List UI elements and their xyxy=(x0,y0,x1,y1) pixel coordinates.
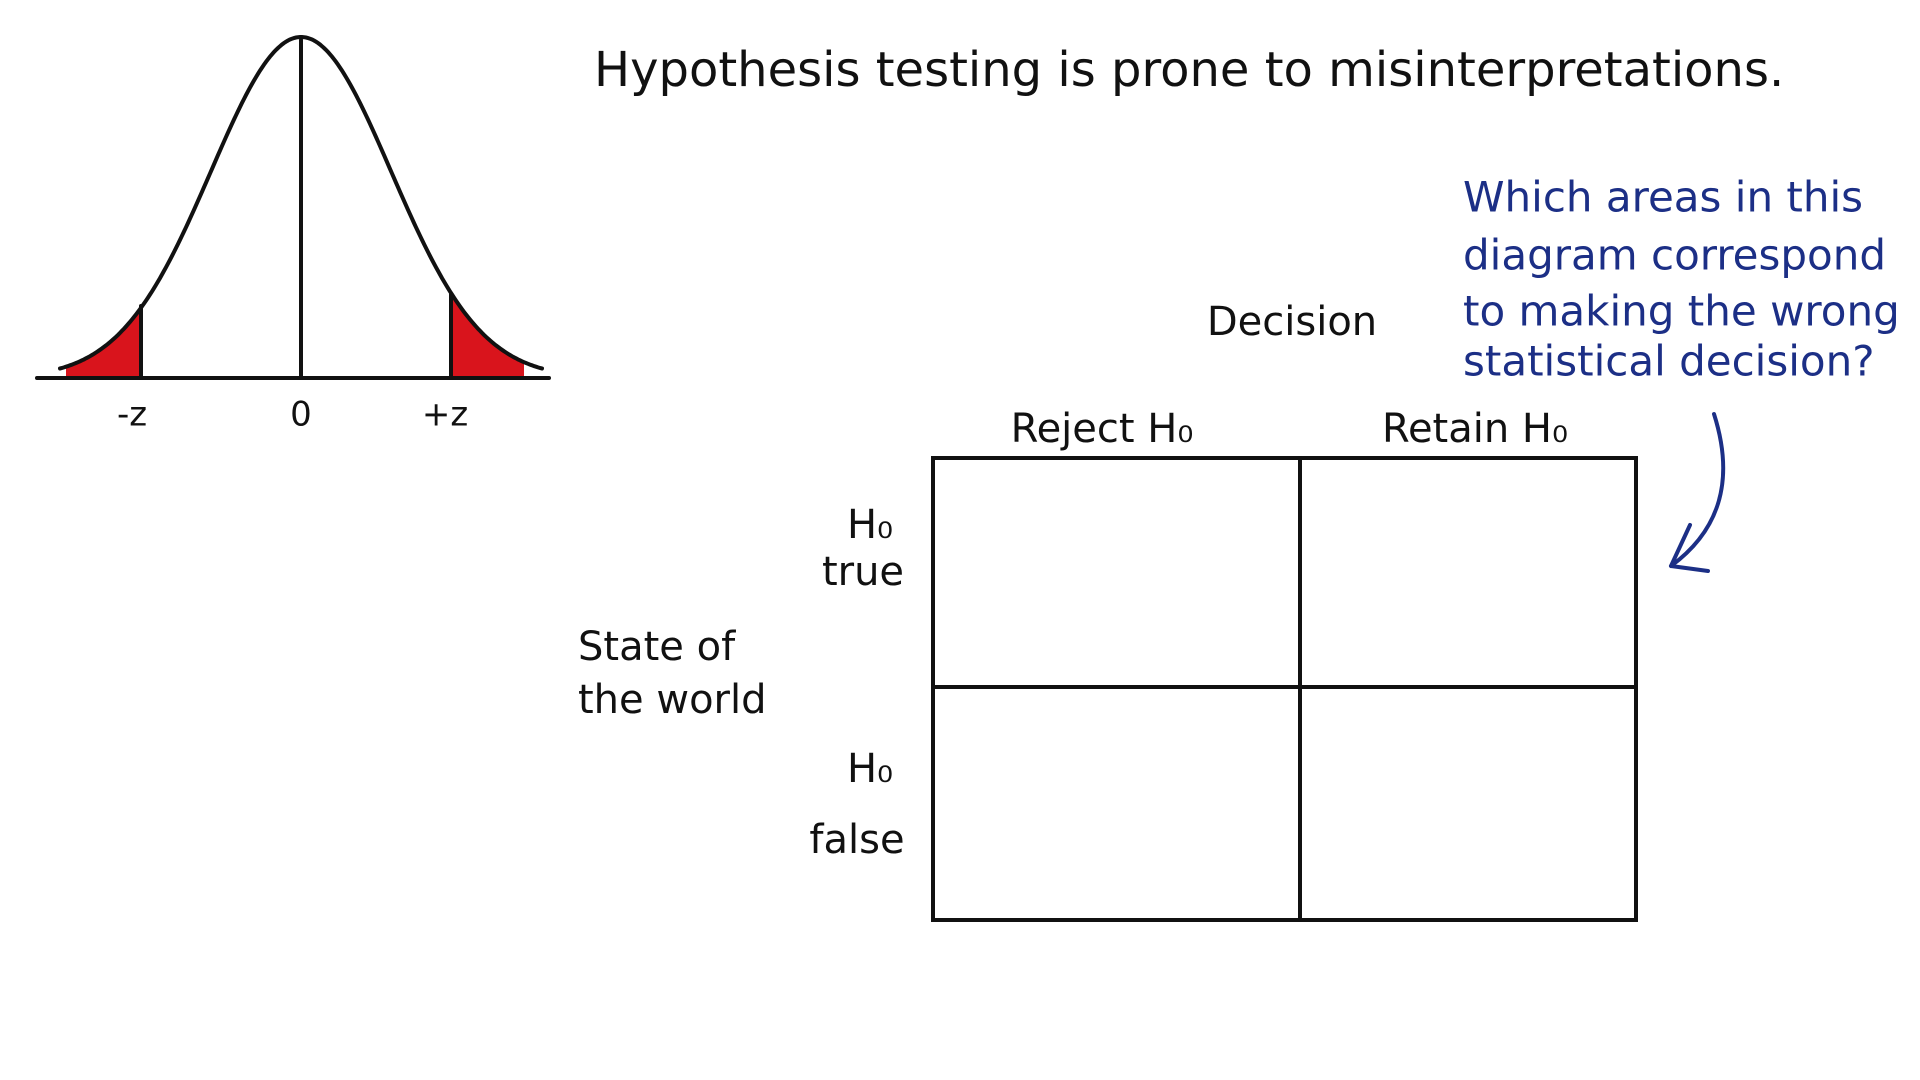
row-header: true xyxy=(822,549,904,595)
axis-label: -z xyxy=(117,395,147,435)
normal-curve: -z 0 +z xyxy=(35,35,551,435)
row-header: H₀ xyxy=(847,502,893,548)
row-header: false xyxy=(809,817,904,863)
axis-label: 0 xyxy=(290,395,312,435)
decision-label: Decision xyxy=(1207,299,1377,345)
question-line: statistical decision? xyxy=(1463,337,1875,386)
arrow-head xyxy=(1669,523,1710,573)
question-line: to making the wrong xyxy=(1463,287,1900,336)
column-header: Reject H₀ xyxy=(1011,406,1194,452)
title: Hypothesis testing is prone to misinterp… xyxy=(594,42,1784,98)
axis-label: +z xyxy=(422,395,468,435)
question-line: Which areas in this xyxy=(1463,173,1863,222)
rejection-tail xyxy=(66,306,142,378)
decision-table xyxy=(931,456,1638,922)
question-line: diagram correspond xyxy=(1463,231,1886,280)
rejection-tail xyxy=(450,291,524,378)
state-label: the world xyxy=(578,677,767,723)
column-header: Retain H₀ xyxy=(1382,406,1568,452)
row-header: H₀ xyxy=(847,746,893,792)
arrow xyxy=(1669,412,1726,568)
state-label: State of xyxy=(578,624,736,670)
